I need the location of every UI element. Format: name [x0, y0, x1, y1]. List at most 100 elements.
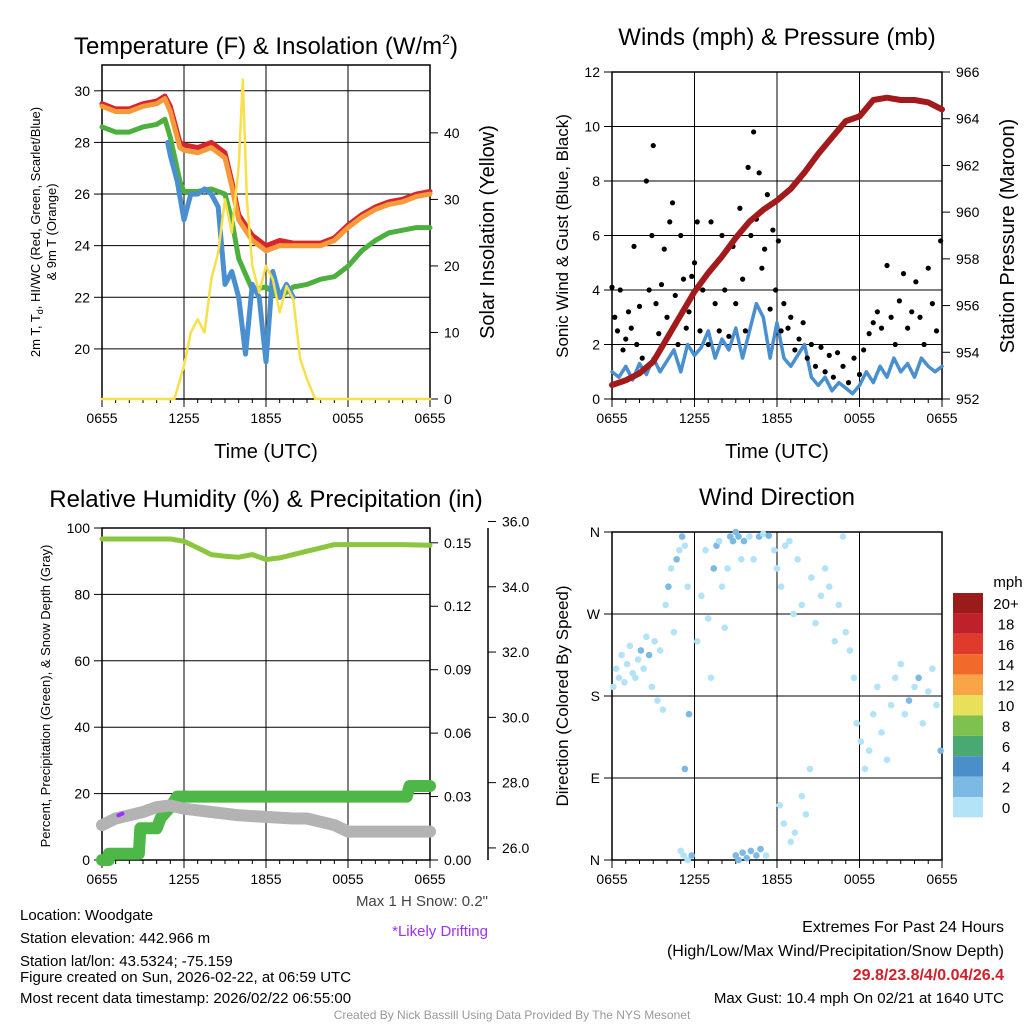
gust-point — [856, 371, 863, 378]
y-tick-label: 20 — [74, 786, 90, 802]
wind-direction-point — [707, 674, 715, 682]
wind-direction-point — [715, 537, 723, 545]
wind-direction-point — [718, 583, 726, 590]
x-tick-label: 1855 — [250, 871, 281, 887]
rh-y-axis-label: Percent, Precipitation (Green), & Snow D… — [38, 545, 53, 848]
wind-direction-point — [612, 665, 620, 672]
wind-direction-point — [721, 624, 729, 631]
gust-point — [785, 325, 791, 331]
wind-direction-point — [762, 852, 770, 859]
gust-point — [804, 355, 810, 361]
gust-point — [874, 309, 880, 315]
wind-direction-point — [684, 856, 691, 864]
gust-point — [845, 380, 852, 386]
wind-y-axis-label: Sonic Wind & Gust (Blue, Black) — [553, 114, 572, 358]
y-tick-label: 0 — [592, 391, 600, 407]
wind-direction-point — [817, 592, 825, 600]
wind-direction-point — [654, 697, 661, 704]
gust-point — [683, 325, 689, 331]
gust-point — [617, 287, 623, 293]
right-y-tick-label: 30.0 — [502, 709, 529, 725]
gust-point — [808, 341, 814, 348]
wind-direction-point — [887, 701, 895, 709]
wind-direction-point — [659, 706, 667, 713]
y-tick-label: 6 — [592, 228, 600, 244]
gust-point — [748, 232, 754, 239]
gust-point — [861, 347, 867, 353]
wind-direction-point — [681, 765, 689, 773]
legend-label: 14 — [998, 657, 1015, 674]
gust-point — [888, 314, 894, 320]
wind-direction-point — [776, 802, 784, 809]
gust-point — [733, 301, 739, 307]
wind-direction-point — [787, 838, 795, 846]
wind-direction-point — [667, 565, 675, 572]
gust-point — [759, 265, 765, 271]
wind-direction-point — [905, 697, 913, 704]
gust-point — [678, 232, 684, 239]
right-y-tick-label: 0.03 — [444, 789, 471, 805]
wind-direction-point — [821, 565, 829, 572]
gust-point — [667, 219, 673, 225]
recent-data-timestamp: Most recent data timestamp: 2026/02/22 0… — [20, 990, 351, 1007]
wind-direction-point — [710, 565, 718, 572]
station-location: Location: Woodgate — [20, 907, 153, 924]
wind-direction-point — [747, 847, 755, 855]
gust-point — [650, 142, 656, 149]
wind-direction-point — [786, 537, 793, 545]
gust-point — [658, 281, 665, 288]
y-tick-label: W — [587, 606, 601, 622]
gust-point — [649, 232, 655, 239]
x-tick-label: 0655 — [926, 871, 957, 887]
wind-direction-point — [685, 710, 693, 718]
wind-direction-point — [790, 610, 797, 618]
wind-direction-point — [919, 720, 927, 727]
wind-direction-point — [680, 852, 687, 859]
extremes-values: 29.8/23.8/4/0.04/26.4 — [853, 967, 1004, 984]
wind-direction-point — [802, 811, 810, 818]
gust-point — [921, 341, 927, 348]
wind-direction-point — [770, 546, 778, 554]
x-tick-label: 1255 — [679, 410, 710, 426]
likely-drifting-line — [116, 811, 125, 818]
gust-point — [756, 170, 762, 176]
x-tick-label: 0055 — [332, 410, 363, 426]
right-y-tick-label: 28.0 — [502, 775, 529, 791]
gust-point — [620, 347, 626, 353]
gust-point — [628, 325, 634, 331]
gust-point — [830, 374, 836, 380]
gust-point — [689, 273, 695, 279]
x-tick-label: 0655 — [596, 410, 627, 426]
right-y-tick-label: 966 — [956, 64, 980, 80]
gust-point — [905, 325, 911, 331]
legend-label: 16 — [998, 637, 1015, 654]
wind-direction-point — [780, 820, 788, 827]
chart-2-axes: 0655 1255 1855 0055 0655 0 20 40 60 80 100 0.00 0.03… — [67, 513, 530, 887]
y-tick-label: 22 — [74, 289, 90, 305]
wind-direction-point — [806, 765, 814, 773]
wind-direction-point — [740, 537, 748, 545]
right-y-tick-label: 36.0 — [502, 513, 529, 529]
gust-point — [866, 331, 872, 337]
gust-point — [851, 355, 857, 361]
gust-point — [634, 341, 640, 348]
x-tick-label: 1855 — [761, 871, 792, 887]
wind-direction-point — [861, 765, 869, 773]
legend-label: 8 — [1002, 718, 1010, 735]
chart-0-axes: 0655 1255 1855 0055 0655 20 22 24 26 28 30 0 10 20 30 4… — [74, 64, 460, 426]
right-y-tick-label: 0.00 — [444, 852, 471, 868]
wind-direction-point — [883, 756, 891, 764]
gust-point — [925, 265, 931, 271]
gust-point — [929, 301, 935, 307]
wind-direction-point — [794, 556, 801, 563]
y-tick-label: 20 — [74, 341, 90, 357]
temp-x-axis-label: Time (UTC) — [214, 441, 318, 463]
legend-label: 12 — [998, 678, 1015, 695]
wind-direction-point — [929, 665, 936, 672]
wind-direction-point — [891, 674, 899, 682]
relative-humidity-line — [99, 536, 433, 562]
wind-direction-point — [640, 665, 647, 672]
wind-direction-point — [791, 829, 799, 836]
gust-point — [870, 320, 876, 326]
likely-drifting-note: *Likely Drifting — [392, 923, 488, 940]
